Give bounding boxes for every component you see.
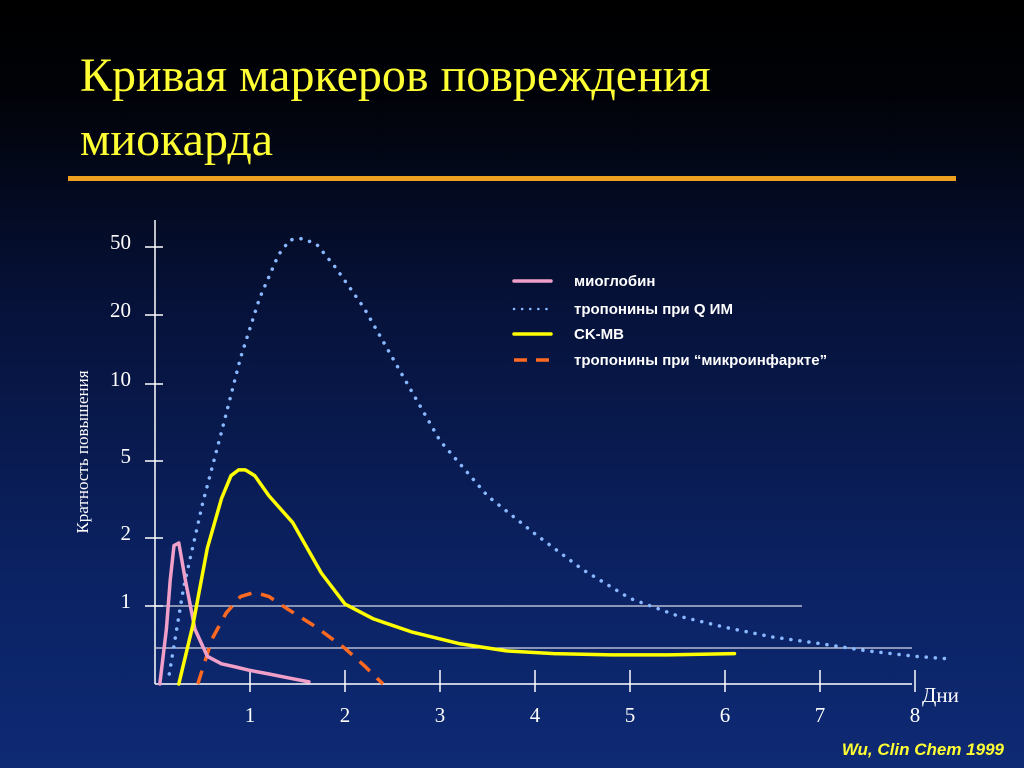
legend-label-2: CK-MB	[574, 326, 624, 343]
title-line-2: миокарда	[80, 113, 274, 166]
legend-label-1: тропонины при Q ИМ	[574, 301, 733, 318]
x-tick-label-2: 2	[340, 703, 351, 727]
y-tick-label-20: 20	[110, 298, 131, 322]
y-tick-label-1: 1	[121, 589, 132, 613]
chart-legend: миоглобин тропонины при Q ИМ CK-MB тропонин…	[512, 273, 827, 369]
x-tick-label-1: 1	[245, 703, 256, 727]
slide-title: Кривая маркеров повреждения миокарда	[80, 44, 960, 172]
title-line-1: Кривая маркеров повреждения	[80, 49, 711, 102]
series-line-2	[177, 468, 737, 686]
x-tick-label-8: 8	[910, 703, 921, 727]
title-divider	[68, 176, 956, 181]
source-citation: Wu, Clin Chem 1999	[841, 740, 1004, 759]
chart-axes: 1 2 5 10 20 50 1 2 3 4 5 6 7 8	[110, 220, 920, 727]
legend-label-3: тропонины при “микроинфаркте”	[574, 352, 827, 369]
y-tick-label-10: 10	[110, 367, 131, 391]
x-tick-label-3: 3	[435, 703, 446, 727]
y-tick-label-5: 5	[121, 444, 132, 468]
series-line-1	[167, 236, 955, 676]
x-tick-label-4: 4	[530, 703, 541, 727]
chart-series	[158, 236, 955, 686]
x-tick-label-6: 6	[720, 703, 731, 727]
x-axis-label: Дни	[922, 683, 959, 707]
x-tick-label-5: 5	[625, 703, 636, 727]
series-line-0	[158, 541, 311, 686]
x-tick-label-7: 7	[815, 703, 826, 727]
y-tick-label-50: 50	[110, 230, 131, 254]
series-line-3	[196, 590, 385, 686]
y-tick-label-2: 2	[121, 521, 132, 545]
y-axis-label: Кратность повышения	[73, 370, 92, 533]
legend-label-0: миоглобин	[574, 273, 655, 290]
